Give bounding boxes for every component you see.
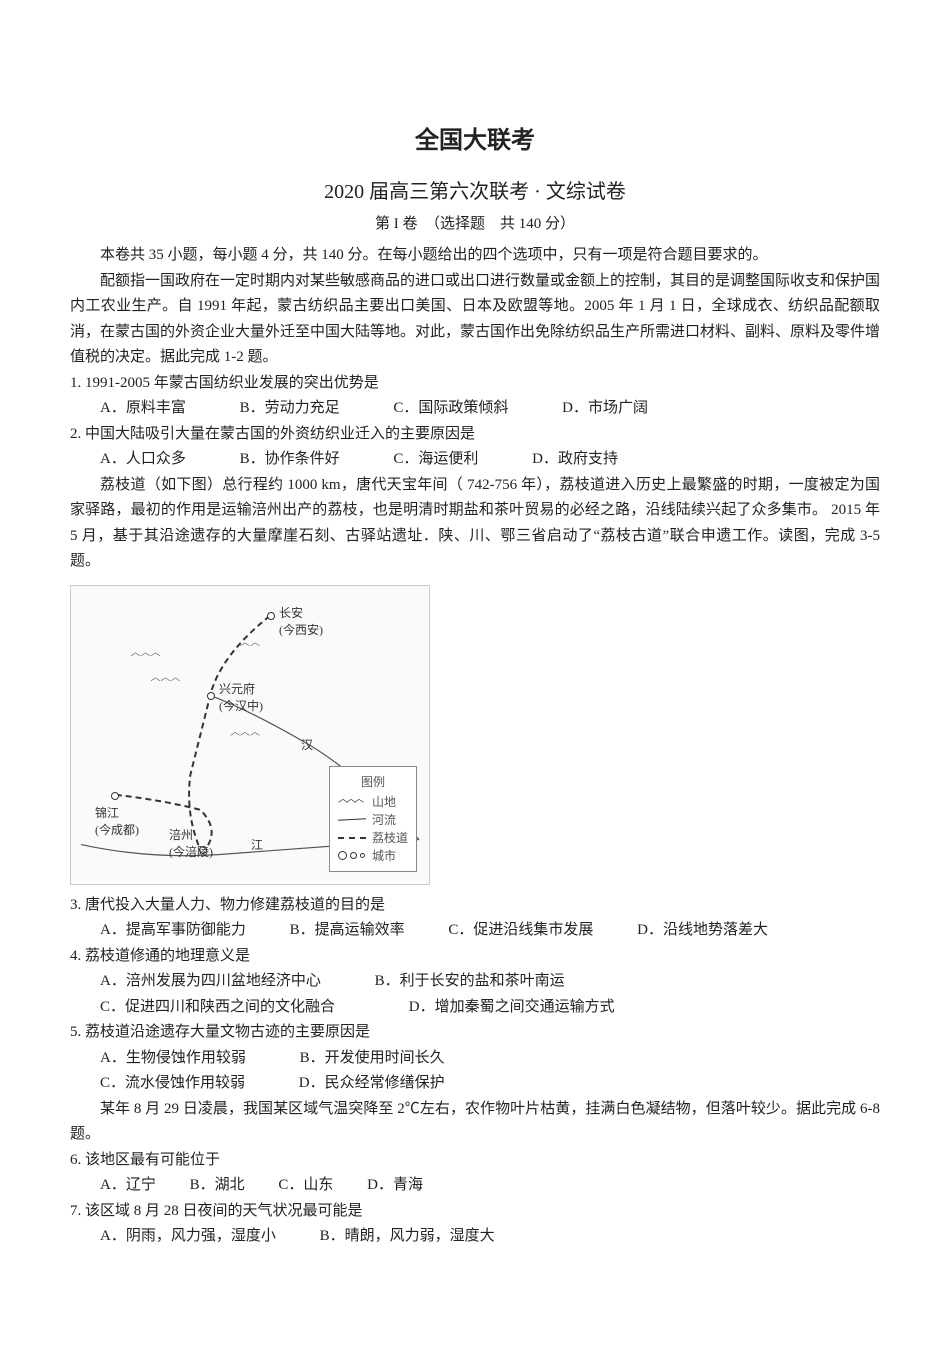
legend-river-label: 河流 xyxy=(372,811,396,829)
q3-opt-c: C．促进沿线集市发展 xyxy=(448,918,593,944)
label-xingyuan-text: 兴元府 xyxy=(219,682,255,696)
q7-stem: 7. 该区域 8 月 28 日夜间的天气状况最可能是 xyxy=(70,1199,880,1225)
map-legend: 图例 山地 河流 荔枝道 城市 xyxy=(329,766,417,872)
label-jinjiang-alt: (今成都) xyxy=(95,823,139,837)
label-jinjiang-text: 锦江 xyxy=(95,806,119,820)
label-han: 汉 xyxy=(301,736,313,753)
q5-options-row2: C．流水侵蚀作用较弱 D．民众经常修缮保护 xyxy=(70,1071,880,1097)
q4-opt-a: A．涪州发展为四川盆地经济中心 xyxy=(100,969,321,995)
q1-opt-a: A．原料丰富 xyxy=(100,396,186,422)
q1-opt-d: D．市场广阔 xyxy=(562,396,648,422)
q3-opt-d: D．沿线地势落差大 xyxy=(637,918,768,944)
label-fuzhou-alt: (今涪陵) xyxy=(169,845,213,859)
svg-text:︿︿︿: ︿︿︿ xyxy=(151,672,181,683)
legend-row-road: 荔枝道 xyxy=(338,829,408,847)
svg-text:︿︿: ︿︿ xyxy=(240,637,260,648)
city-icon xyxy=(338,851,366,860)
legend-mtn-label: 山地 xyxy=(372,793,396,811)
q2-opt-d: D．政府支持 xyxy=(532,447,618,473)
svg-text:︿︿︿: ︿︿︿ xyxy=(230,727,260,738)
label-fuzhou-text: 涪州 xyxy=(169,828,193,842)
legend-row-river: 河流 xyxy=(338,811,408,829)
legend-city-label: 城市 xyxy=(372,847,396,865)
q5-opt-c: C．流水侵蚀作用较弱 xyxy=(100,1071,245,1097)
label-jinjiang: 锦江 (今成都) xyxy=(95,804,139,838)
q7-options: A．阴雨，风力强，湿度小 B．晴朗，风力弱，湿度大 xyxy=(70,1224,880,1250)
q1-options: A．原料丰富 B．劳动力充足 C．国际政策倾斜 D．市场广阔 xyxy=(70,396,880,422)
legend-row-mtn: 山地 xyxy=(338,793,408,811)
q4-stem: 4. 荔枝道修通的地理意义是 xyxy=(70,944,880,970)
q5-opt-b: B．开发使用时间长久 xyxy=(300,1046,445,1072)
q4-opt-b: B．利于长安的盐和茶叶南运 xyxy=(375,969,565,995)
q5-stem: 5. 荔枝道沿途遗存大量文物古迹的主要原因是 xyxy=(70,1020,880,1046)
mountain-icon xyxy=(338,797,366,807)
river-icon xyxy=(338,818,366,820)
q6-opt-c: C．山东 xyxy=(278,1173,333,1199)
legend-title: 图例 xyxy=(338,773,408,791)
passage-2: 荔枝道（如下图）总行程约 1000 km，唐代天宝年间（ 742-756 年），… xyxy=(70,473,880,575)
q5-options-row1: A．生物侵蚀作用较弱 B．开发使用时间长久 xyxy=(70,1046,880,1072)
q6-stem: 6. 该地区最有可能位于 xyxy=(70,1148,880,1174)
q3-opt-a: A．提高军事防御能力 xyxy=(100,918,246,944)
q5-opt-d: D．民众经常修缮保护 xyxy=(299,1071,445,1097)
label-changan: 长安 (今西安) xyxy=(279,604,323,638)
label-changan-alt: (今西安) xyxy=(279,623,323,637)
node-xingyuan xyxy=(207,692,215,700)
q1-stem: 1. 1991-2005 年蒙古国纺织业发展的突出优势是 xyxy=(70,371,880,397)
q7-opt-a: A．阴雨，风力强，湿度小 xyxy=(100,1224,276,1250)
passage-1: 配额指一国政府在一定时期内对某些敏感商品的进口或出口进行数量或金额上的控制，其目… xyxy=(70,269,880,371)
label-xingyuan: 兴元府 (今汉中) xyxy=(219,680,263,714)
map-figure: ︿︿︿ ︿︿︿ ︿︿ ︿︿︿ 长安 (今西安) 兴元府 (今汉中) 汉 江 锦江… xyxy=(70,585,880,885)
q3-opt-b: B．提高运输效率 xyxy=(290,918,405,944)
label-xingyuan-alt: (今汉中) xyxy=(219,699,263,713)
passage-3: 某年 8 月 29 日凌晨，我国某区域气温突降至 2℃左右，农作物叶片枯黄，挂满… xyxy=(70,1097,880,1148)
title-sub: 2020 届高三第六次联考 · 文综试卷 xyxy=(70,175,880,204)
title-section: 第 I 卷 （选择题 共 140 分） xyxy=(70,212,880,233)
q5-opt-a: A．生物侵蚀作用较弱 xyxy=(100,1046,246,1072)
svg-text:︿︿︿: ︿︿︿ xyxy=(131,647,161,658)
road-icon xyxy=(338,837,366,839)
q6-opt-a: A．辽宁 xyxy=(100,1173,156,1199)
legend-road-label: 荔枝道 xyxy=(372,829,408,847)
q6-options: A．辽宁 B．湖北 C．山东 D．青海 xyxy=(70,1173,880,1199)
q6-opt-d: D．青海 xyxy=(367,1173,423,1199)
q1-opt-b: B．劳动力充足 xyxy=(240,396,340,422)
q2-options: A．人口众多 B．协作条件好 C．海运便利 D．政府支持 xyxy=(70,447,880,473)
q4-options-row2: C．促进四川和陕西之间的文化融合 D．增加秦蜀之间交通运输方式 xyxy=(70,995,880,1021)
label-fuzhou: 涪州 (今涪陵) xyxy=(169,826,213,860)
q2-opt-c: C．海运便利 xyxy=(393,447,478,473)
q1-opt-c: C．国际政策倾斜 xyxy=(393,396,508,422)
q4-opt-d: D．增加秦蜀之间交通运输方式 xyxy=(409,995,615,1021)
q2-opt-a: A．人口众多 xyxy=(100,447,186,473)
label-jiang: 江 xyxy=(251,836,263,853)
q7-opt-b: B．晴朗，风力弱，湿度大 xyxy=(320,1224,495,1250)
map-box: ︿︿︿ ︿︿︿ ︿︿ ︿︿︿ 长安 (今西安) 兴元府 (今汉中) 汉 江 锦江… xyxy=(70,585,430,885)
label-changan-text: 长安 xyxy=(279,606,303,620)
title-main: 全国大联考 xyxy=(70,120,880,155)
q2-stem: 2. 中国大陆吸引大量在蒙古国的外资纺织业迁入的主要原因是 xyxy=(70,422,880,448)
q4-options-row1: A．涪州发展为四川盆地经济中心 B．利于长安的盐和茶叶南运 xyxy=(70,969,880,995)
q3-options: A．提高军事防御能力 B．提高运输效率 C．促进沿线集市发展 D．沿线地势落差大 xyxy=(70,918,880,944)
legend-row-city: 城市 xyxy=(338,847,408,865)
q2-opt-b: B．协作条件好 xyxy=(240,447,340,473)
q3-stem: 3. 唐代投入大量人力、物力修建荔枝道的目的是 xyxy=(70,893,880,919)
node-jinjiang xyxy=(111,792,119,800)
intro-paragraph: 本卷共 35 小题，每小题 4 分，共 140 分。在每小题给出的四个选项中，只… xyxy=(70,243,880,269)
node-changan xyxy=(267,612,275,620)
q4-opt-c: C．促进四川和陕西之间的文化融合 xyxy=(100,995,335,1021)
q6-opt-b: B．湖北 xyxy=(190,1173,245,1199)
